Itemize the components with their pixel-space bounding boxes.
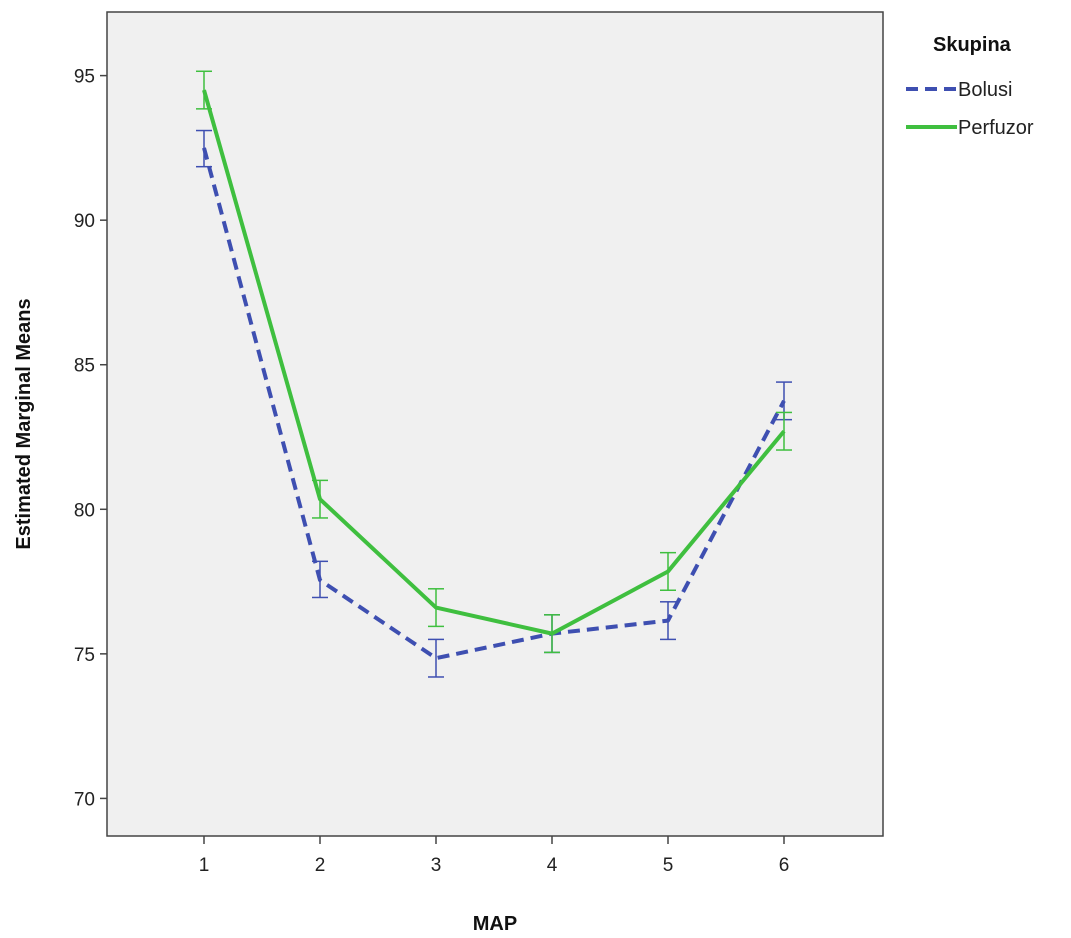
y-tick-label: 90 [74, 211, 95, 232]
series-line [202, 147, 786, 661]
series-layer [196, 70, 792, 678]
y-tick-label: 85 [74, 356, 95, 377]
legend-label: Bolusi [958, 79, 1012, 101]
plot-area [106, 11, 884, 837]
x-tick-label: 4 [547, 855, 558, 876]
x-axis-title: MAP [473, 913, 517, 935]
y-tick-label: 80 [74, 500, 95, 521]
y-axis-title: Estimated Marginal Means [13, 298, 35, 549]
legend-label: Perfuzor [958, 117, 1034, 139]
axes: 70 75 80 85 90 95 1 2 3 4 5 6 [74, 67, 789, 876]
x-tick-label: 1 [199, 855, 210, 876]
x-tick-label: 5 [663, 855, 674, 876]
series-bolusi [196, 129, 792, 678]
series-perfuzor [196, 70, 792, 654]
y-tick-label: 95 [74, 67, 95, 88]
legend: Skupina Bolusi Perfuzor [906, 34, 1034, 139]
x-tick-label: 6 [779, 855, 790, 876]
x-tick-label: 3 [431, 855, 442, 876]
legend-title: Skupina [933, 34, 1012, 56]
x-tick-label: 2 [315, 855, 326, 876]
series-line [202, 89, 786, 636]
y-tick-label: 70 [74, 789, 95, 810]
y-tick-label: 75 [74, 645, 95, 666]
